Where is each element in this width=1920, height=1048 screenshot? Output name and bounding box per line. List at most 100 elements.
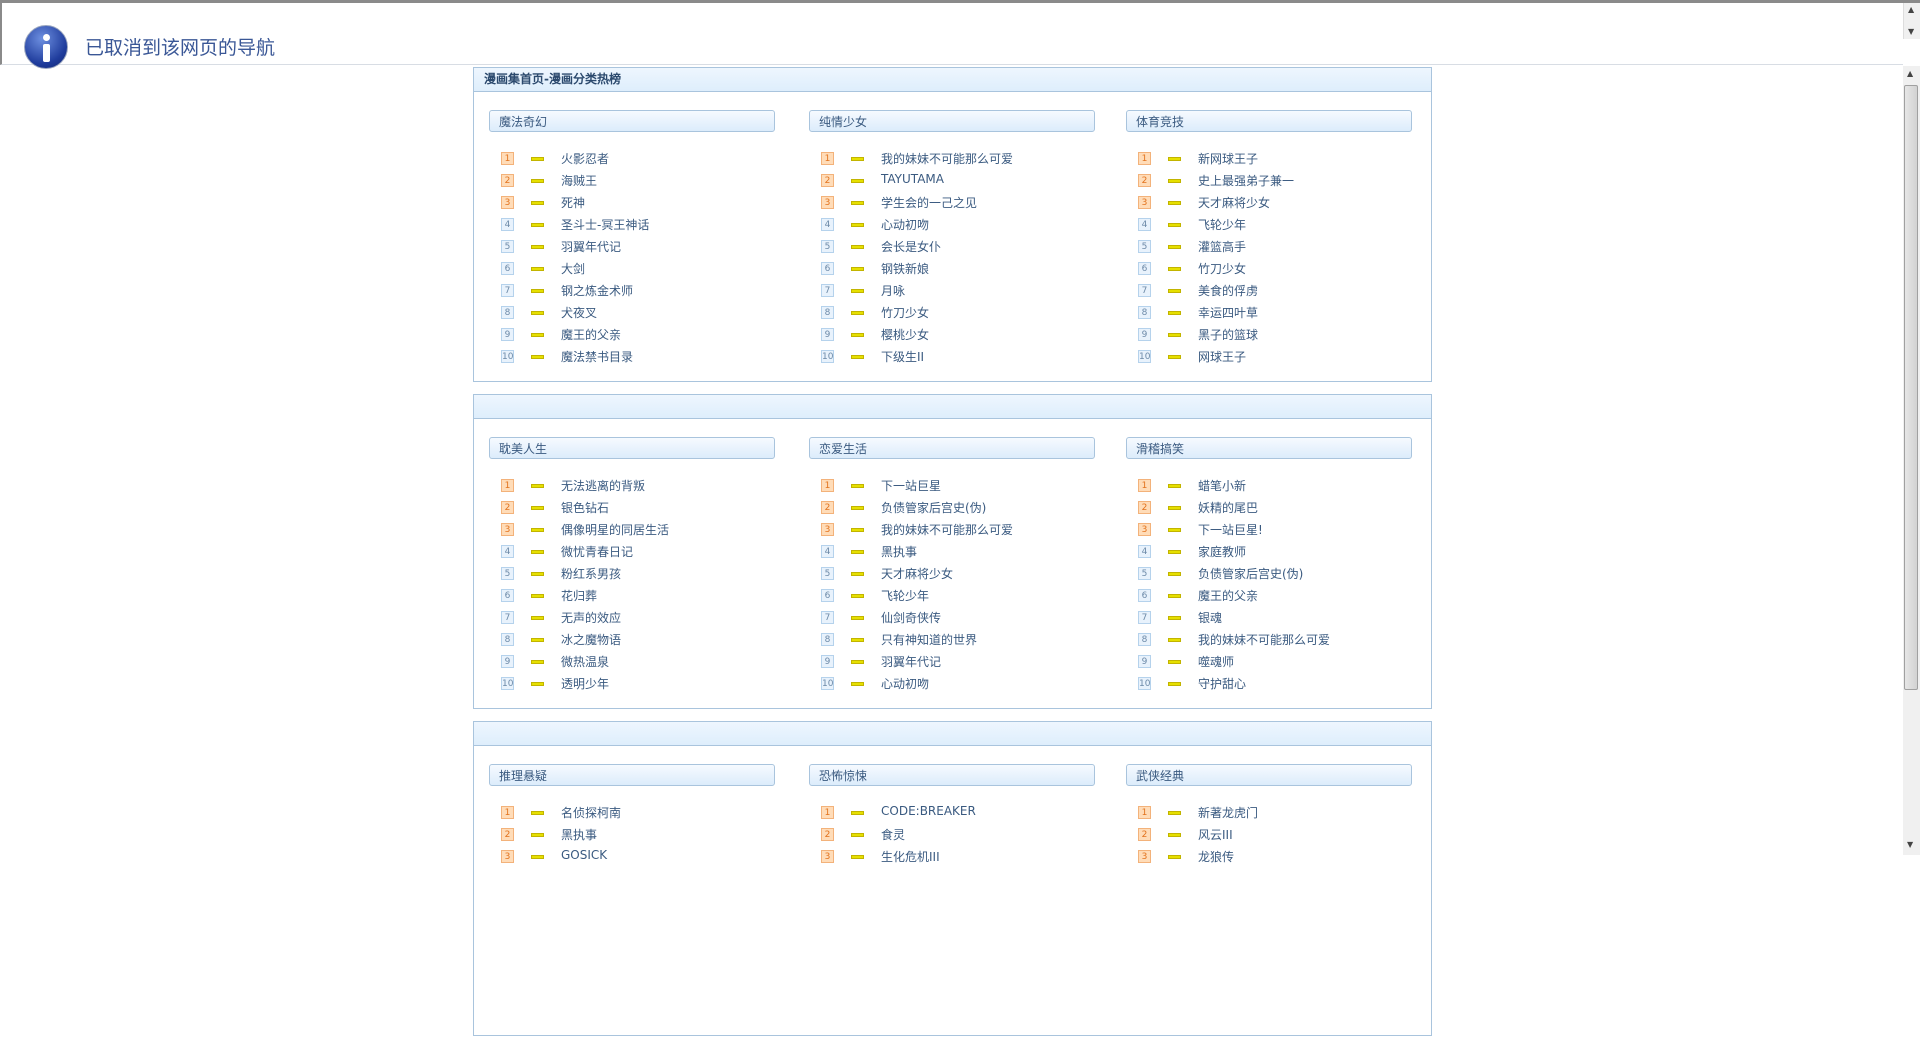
comic-title-link[interactable]: 钢铁新娘 [881,262,930,276]
comic-title-link[interactable]: 樱桃少女 [881,328,930,342]
rank-badge: 8 [821,633,834,646]
comic-title-link[interactable]: TAYUTAMA [881,172,944,186]
comic-title-link[interactable]: 魔王的父亲 [561,328,622,342]
comic-title-link[interactable]: GOSICK [561,848,608,862]
comic-title-link[interactable]: 海贼王 [561,174,598,188]
comic-title-link[interactable]: 冰之魔物语 [561,633,622,647]
comic-title-link[interactable]: 飞轮少年 [881,589,930,603]
trend-flat-icon [1168,594,1181,598]
comic-title-link[interactable]: 下一站巨星! [1198,523,1263,537]
comic-title-link[interactable]: 我的妹妹不可能那么可爱 [881,523,1014,537]
comic-title-link[interactable]: 魔法禁书目录 [561,350,634,364]
rank-badge: 2 [1138,501,1151,514]
category-header[interactable]: 滑稽搞笑 [1126,437,1412,459]
ranking-item: 2 银色钻石 [489,501,775,523]
category-header[interactable]: 恋爱生活 [809,437,1095,459]
category-header[interactable]: 耽美人生 [489,437,775,459]
comic-title-link[interactable]: 下一站巨星 [881,479,942,493]
infobar-scrollbar[interactable]: ▲ ▼ [1903,3,1920,39]
category-header[interactable]: 恐怖惊悚 [809,764,1095,786]
section-body: 推理悬疑 1 名侦探柯南 2 黑执事 3 GOSICK 恐怖惊悚 1 CODE:BREAKER 2 食… [474,746,1431,1035]
category-header[interactable]: 魔法奇幻 [489,110,775,132]
ranking-item: 10 网球王子 [1126,350,1412,372]
scroll-up-icon[interactable]: ▲ [1907,69,1914,78]
comic-title-link[interactable]: 花归葬 [561,589,598,603]
page-scrollbar[interactable]: ▲ ▼ [1903,66,1920,855]
comic-title-link[interactable]: 月咏 [881,284,906,298]
comic-title-link[interactable]: 黑子的篮球 [1198,328,1259,342]
comic-title-link[interactable]: 负债管家后宫史(伪) [1198,567,1304,581]
scroll-up-icon[interactable]: ▲ [1908,5,1915,14]
comic-title-link[interactable]: 微忧青春日记 [561,545,634,559]
comic-title-link[interactable]: 微热温泉 [561,655,610,669]
rank-badge: 6 [1138,589,1151,602]
comic-title-link[interactable]: 负债管家后宫史(伪) [881,501,987,515]
comic-title-link[interactable]: 美食的俘虏 [1198,284,1259,298]
comic-title-link[interactable]: 家庭教师 [1198,545,1247,559]
comic-title-link[interactable]: 噬魂师 [1198,655,1235,669]
comic-title-link[interactable]: CODE:BREAKER [881,804,976,818]
comic-title-link[interactable]: 名侦探柯南 [561,806,622,820]
comic-title-link[interactable]: 羽翼年代记 [561,240,622,254]
comic-title-link[interactable]: 幸运四叶草 [1198,306,1259,320]
comic-title-link[interactable]: 无法逃离的背叛 [561,479,646,493]
category-header[interactable]: 纯情少女 [809,110,1095,132]
scroll-down-icon[interactable]: ▼ [1908,27,1915,36]
comic-title-link[interactable]: 心动初吻 [881,218,930,232]
comic-title-link[interactable]: 史上最强弟子兼一 [1198,174,1295,188]
comic-title-link[interactable]: 学生会的一己之见 [881,196,978,210]
comic-title-link[interactable]: 龙狼传 [1198,850,1235,864]
comic-title-link[interactable]: 钢之炼金术师 [561,284,634,298]
comic-title-link[interactable]: 心动初吻 [881,677,930,691]
scrollbar-thumb[interactable] [1904,85,1918,690]
comic-title-link[interactable]: 只有神知道的世界 [881,633,978,647]
ranking-section: 推理悬疑 1 名侦探柯南 2 黑执事 3 GOSICK 恐怖惊悚 1 CODE:BREAKER 2 食… [473,721,1432,1036]
comic-title-link[interactable]: 羽翼年代记 [881,655,942,669]
trend-flat-icon [531,616,544,620]
comic-title-link[interactable]: 天才麻将少女 [881,567,954,581]
comic-title-link[interactable]: 黑执事 [561,828,598,842]
comic-title-link[interactable]: 下级生II [881,350,925,364]
comic-title-link[interactable]: 魔王的父亲 [1198,589,1259,603]
category-header[interactable]: 武侠经典 [1126,764,1412,786]
trend-flat-icon [531,855,544,859]
comic-title-link[interactable]: 竹刀少女 [881,306,930,320]
ranking-item: 8 幸运四叶草 [1126,306,1412,328]
category-header[interactable]: 推理悬疑 [489,764,775,786]
scroll-down-icon[interactable]: ▼ [1907,840,1914,849]
comic-title-link[interactable]: 竹刀少女 [1198,262,1247,276]
rank-badge: 3 [1138,850,1151,863]
comic-title-link[interactable]: 透明少年 [561,677,610,691]
comic-title-link[interactable]: 食灵 [881,828,906,842]
rank-badge: 9 [821,328,834,341]
comic-title-link[interactable]: 生化危机III [881,850,940,864]
comic-title-link[interactable]: 灌篮高手 [1198,240,1247,254]
comic-title-link[interactable]: 偶像明星的同居生活 [561,523,670,537]
comic-title-link[interactable]: 我的妹妹不可能那么可爱 [881,152,1014,166]
trend-flat-icon [1168,660,1181,664]
comic-title-link[interactable]: 新著龙虎门 [1198,806,1259,820]
comic-title-link[interactable]: 飞轮少年 [1198,218,1247,232]
comic-title-link[interactable]: 新网球王子 [1198,152,1259,166]
comic-title-link[interactable]: 妖精的尾巴 [1198,501,1259,515]
comic-title-link[interactable]: 守护甜心 [1198,677,1247,691]
comic-title-link[interactable]: 死神 [561,196,586,210]
comic-title-link[interactable]: 大剑 [561,262,586,276]
category-header[interactable]: 体育竞技 [1126,110,1412,132]
rank-badge: 2 [1138,828,1151,841]
comic-title-link[interactable]: 会长是女仆 [881,240,942,254]
comic-title-link[interactable]: 粉红系男孩 [561,567,622,581]
comic-title-link[interactable]: 无声的效应 [561,611,622,625]
comic-title-link[interactable]: 圣斗士-冥王神话 [561,218,650,232]
comic-title-link[interactable]: 网球王子 [1198,350,1247,364]
comic-title-link[interactable]: 银魂 [1198,611,1223,625]
comic-title-link[interactable]: 我的妹妹不可能那么可爱 [1198,633,1331,647]
comic-title-link[interactable]: 蜡笔小新 [1198,479,1247,493]
comic-title-link[interactable]: 仙剑奇侠传 [881,611,942,625]
comic-title-link[interactable]: 银色钻石 [561,501,610,515]
comic-title-link[interactable]: 犬夜叉 [561,306,598,320]
comic-title-link[interactable]: 风云III [1198,828,1233,842]
comic-title-link[interactable]: 黑执事 [881,545,918,559]
comic-title-link[interactable]: 天才麻将少女 [1198,196,1271,210]
comic-title-link[interactable]: 火影忍者 [561,152,610,166]
